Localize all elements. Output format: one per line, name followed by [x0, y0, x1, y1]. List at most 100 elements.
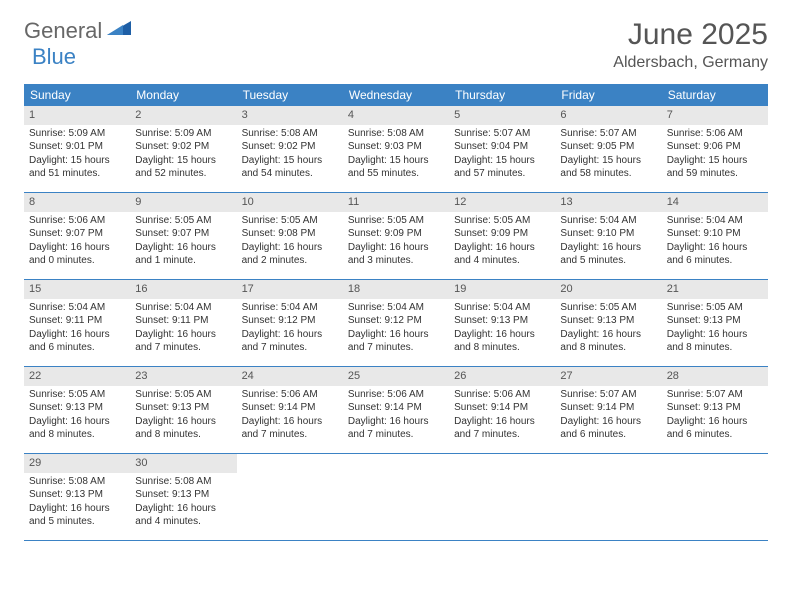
- day-line: Sunset: 9:06 PM: [667, 140, 763, 154]
- day-line: Sunrise: 5:09 AM: [29, 127, 125, 141]
- day-line: Sunrise: 5:06 AM: [667, 127, 763, 141]
- day-cell: 19Sunrise: 5:04 AMSunset: 9:13 PMDayligh…: [449, 280, 555, 366]
- day-number: 9: [130, 193, 236, 212]
- day-body: Sunrise: 5:04 AMSunset: 9:10 PMDaylight:…: [662, 214, 768, 268]
- day-cell: 10Sunrise: 5:05 AMSunset: 9:08 PMDayligh…: [237, 193, 343, 279]
- day-line: Daylight: 16 hours: [560, 241, 656, 255]
- day-number: 30: [130, 454, 236, 473]
- day-line: Sunrise: 5:04 AM: [560, 214, 656, 228]
- day-cell: 14Sunrise: 5:04 AMSunset: 9:10 PMDayligh…: [662, 193, 768, 279]
- day-line: Sunset: 9:14 PM: [454, 401, 550, 415]
- day-number: 25: [343, 367, 449, 386]
- day-body: Sunrise: 5:07 AMSunset: 9:13 PMDaylight:…: [662, 388, 768, 442]
- day-line: Sunset: 9:13 PM: [560, 314, 656, 328]
- day-cell: 26Sunrise: 5:06 AMSunset: 9:14 PMDayligh…: [449, 367, 555, 453]
- day-line: Sunset: 9:07 PM: [135, 227, 231, 241]
- logo-text-1: General: [24, 18, 102, 44]
- day-line: Sunrise: 5:04 AM: [29, 301, 125, 315]
- dow-cell: Friday: [555, 84, 661, 106]
- day-line: Sunset: 9:12 PM: [348, 314, 444, 328]
- day-line: Sunrise: 5:04 AM: [242, 301, 338, 315]
- day-number: 27: [555, 367, 661, 386]
- day-line: Daylight: 16 hours: [242, 415, 338, 429]
- day-line: and 7 minutes.: [348, 341, 444, 355]
- day-body: Sunrise: 5:04 AMSunset: 9:12 PMDaylight:…: [343, 301, 449, 355]
- day-body: Sunrise: 5:06 AMSunset: 9:14 PMDaylight:…: [449, 388, 555, 442]
- dow-cell: Monday: [130, 84, 236, 106]
- day-number: 12: [449, 193, 555, 212]
- day-number: 1: [24, 106, 130, 125]
- day-line: Daylight: 16 hours: [667, 241, 763, 255]
- day-line: Daylight: 15 hours: [135, 154, 231, 168]
- week-row: 29Sunrise: 5:08 AMSunset: 9:13 PMDayligh…: [24, 454, 768, 541]
- day-line: Sunset: 9:13 PM: [667, 314, 763, 328]
- day-line: Daylight: 15 hours: [667, 154, 763, 168]
- day-line: Sunset: 9:13 PM: [667, 401, 763, 415]
- day-line: Daylight: 15 hours: [29, 154, 125, 168]
- day-cell-empty: [449, 454, 555, 540]
- day-cell: 25Sunrise: 5:06 AMSunset: 9:14 PMDayligh…: [343, 367, 449, 453]
- day-cell: 29Sunrise: 5:08 AMSunset: 9:13 PMDayligh…: [24, 454, 130, 540]
- day-cell: 23Sunrise: 5:05 AMSunset: 9:13 PMDayligh…: [130, 367, 236, 453]
- day-line: Daylight: 16 hours: [348, 328, 444, 342]
- day-line: Daylight: 16 hours: [454, 415, 550, 429]
- day-number: 13: [555, 193, 661, 212]
- day-line: and 8 minutes.: [667, 341, 763, 355]
- day-line: Sunrise: 5:04 AM: [348, 301, 444, 315]
- day-line: and 55 minutes.: [348, 167, 444, 181]
- day-body: Sunrise: 5:04 AMSunset: 9:10 PMDaylight:…: [555, 214, 661, 268]
- location: Aldersbach, Germany: [613, 54, 768, 72]
- day-body: Sunrise: 5:05 AMSunset: 9:08 PMDaylight:…: [237, 214, 343, 268]
- day-body: Sunrise: 5:05 AMSunset: 9:09 PMDaylight:…: [449, 214, 555, 268]
- day-line: Daylight: 16 hours: [560, 415, 656, 429]
- day-number: 11: [343, 193, 449, 212]
- day-number: 16: [130, 280, 236, 299]
- day-line: and 59 minutes.: [667, 167, 763, 181]
- day-line: Daylight: 16 hours: [29, 241, 125, 255]
- day-body: Sunrise: 5:08 AMSunset: 9:13 PMDaylight:…: [130, 475, 236, 529]
- day-line: Daylight: 16 hours: [135, 241, 231, 255]
- day-line: Sunset: 9:10 PM: [560, 227, 656, 241]
- logo-text-2: Blue: [32, 44, 76, 69]
- month-title: June 2025: [613, 18, 768, 52]
- day-number: 29: [24, 454, 130, 473]
- day-line: and 3 minutes.: [348, 254, 444, 268]
- logo: General: [24, 18, 133, 44]
- day-line: Sunrise: 5:05 AM: [348, 214, 444, 228]
- day-line: and 51 minutes.: [29, 167, 125, 181]
- day-line: and 8 minutes.: [454, 341, 550, 355]
- day-line: and 6 minutes.: [667, 254, 763, 268]
- logo-text-2-wrap: Blue: [32, 44, 76, 70]
- day-body: Sunrise: 5:06 AMSunset: 9:07 PMDaylight:…: [24, 214, 130, 268]
- day-cell: 9 Sunrise: 5:05 AMSunset: 9:07 PMDaylight…: [130, 193, 236, 279]
- day-body: Sunrise: 5:09 AMSunset: 9:02 PMDaylight:…: [130, 127, 236, 181]
- day-line: Sunrise: 5:04 AM: [667, 214, 763, 228]
- day-body: Sunrise: 5:07 AMSunset: 9:04 PMDaylight:…: [449, 127, 555, 181]
- day-number: 17: [237, 280, 343, 299]
- day-line: Sunset: 9:07 PM: [29, 227, 125, 241]
- day-line: Daylight: 16 hours: [135, 328, 231, 342]
- day-body: Sunrise: 5:05 AMSunset: 9:07 PMDaylight:…: [130, 214, 236, 268]
- day-number: 8: [24, 193, 130, 212]
- day-line: Sunrise: 5:09 AM: [135, 127, 231, 141]
- day-cell: 15Sunrise: 5:04 AMSunset: 9:11 PMDayligh…: [24, 280, 130, 366]
- day-line: and 7 minutes.: [454, 428, 550, 442]
- logo-triangle-icon: [107, 21, 131, 42]
- week-row: 1Sunrise: 5:09 AMSunset: 9:01 PMDaylight…: [24, 106, 768, 193]
- day-body: Sunrise: 5:05 AMSunset: 9:13 PMDaylight:…: [24, 388, 130, 442]
- day-number: 7: [662, 106, 768, 125]
- day-line: Daylight: 16 hours: [348, 415, 444, 429]
- day-cell: 6Sunrise: 5:07 AMSunset: 9:05 PMDaylight…: [555, 106, 661, 192]
- day-line: Sunrise: 5:06 AM: [454, 388, 550, 402]
- day-line: Sunrise: 5:08 AM: [348, 127, 444, 141]
- day-number: 18: [343, 280, 449, 299]
- day-line: Sunset: 9:11 PM: [29, 314, 125, 328]
- day-cell: 22Sunrise: 5:05 AMSunset: 9:13 PMDayligh…: [24, 367, 130, 453]
- day-line: and 5 minutes.: [560, 254, 656, 268]
- day-line: Sunrise: 5:07 AM: [454, 127, 550, 141]
- day-line: and 7 minutes.: [242, 428, 338, 442]
- day-line: and 6 minutes.: [560, 428, 656, 442]
- day-line: Daylight: 15 hours: [242, 154, 338, 168]
- day-line: Daylight: 16 hours: [29, 502, 125, 516]
- day-cell: 7 Sunrise: 5:06 AMSunset: 9:06 PMDaylight…: [662, 106, 768, 192]
